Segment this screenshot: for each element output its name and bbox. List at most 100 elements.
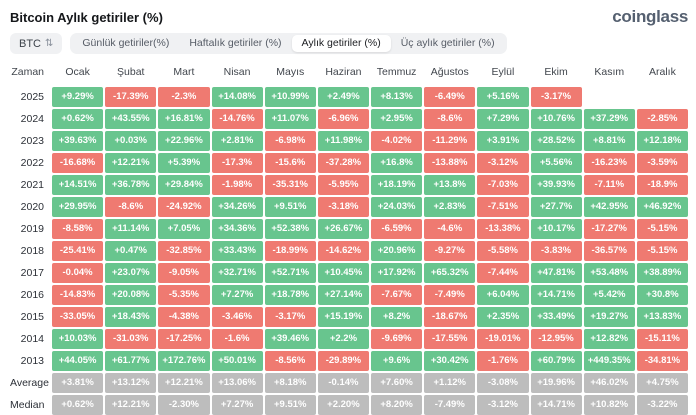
return-cell: -35.31%: [264, 175, 316, 195]
return-cell: +0.62%: [52, 395, 104, 415]
return-cell: -5.95%: [317, 175, 369, 195]
return-cell: -5.15%: [636, 241, 688, 261]
return-cell: +12.82%: [583, 329, 635, 349]
return-cell: +7.60%: [371, 373, 423, 393]
row-label: 2021: [20, 179, 44, 191]
row-label: 2019: [20, 223, 44, 235]
return-cell: +38.89%: [636, 263, 688, 283]
return-cell: -5.58%: [477, 241, 529, 261]
return-cell: -8.58%: [52, 219, 104, 239]
month-header: Eylül: [491, 66, 515, 78]
return-cell: +46.92%: [636, 197, 688, 217]
return-cell: +12.21%: [105, 153, 157, 173]
return-cell: +10.76%: [530, 109, 582, 129]
month-header: Ocak: [65, 66, 90, 78]
return-cell: +23.07%: [105, 263, 157, 283]
return-cell: -3.83%: [530, 241, 582, 261]
return-cell: +12.21%: [105, 395, 157, 415]
return-cell: -1.6%: [211, 329, 263, 349]
tab-1[interactable]: Haftalık getiriler (%): [189, 37, 282, 49]
return-cell: -15.11%: [636, 329, 688, 349]
return-cell: -17.39%: [105, 87, 157, 107]
empty-cell: [584, 87, 635, 107]
row-label: 2016: [20, 289, 44, 301]
row-label: 2013: [20, 355, 44, 367]
return-cell: -11.29%: [424, 131, 476, 151]
return-cell: +13.83%: [636, 307, 688, 327]
return-cell: -7.67%: [371, 285, 423, 305]
return-cell: +11.07%: [264, 109, 316, 129]
return-cell: -3.17%: [264, 307, 316, 327]
row-label: Median: [10, 399, 45, 411]
return-cell: +14.71%: [530, 395, 582, 415]
return-cell: -18.67%: [424, 307, 476, 327]
return-cell: -5.15%: [636, 219, 688, 239]
return-cell: -19.01%: [477, 329, 529, 349]
return-cell: -1.76%: [477, 351, 529, 371]
row-label: 2022: [20, 157, 44, 169]
return-cell: +22.96%: [158, 131, 210, 151]
row-label: 2014: [20, 333, 44, 345]
month-header: Kasım: [594, 66, 625, 78]
return-cell: +32.71%: [211, 263, 263, 283]
tab-0[interactable]: Günlük getiriler(%): [82, 37, 170, 49]
return-cell: +27.7%: [530, 197, 582, 217]
return-cell: -0.04%: [52, 263, 104, 283]
row-label: 2024: [20, 113, 44, 125]
return-cell: -15.6%: [264, 153, 316, 173]
tab-2[interactable]: Aylık getiriler (%): [291, 35, 391, 52]
return-cell: -17.27%: [583, 219, 635, 239]
month-header: Aralık: [648, 66, 676, 78]
return-cell: +0.03%: [105, 131, 157, 151]
return-cell: -6.49%: [424, 87, 476, 107]
return-cell: -14.76%: [211, 109, 263, 129]
return-cell: -7.49%: [424, 285, 476, 305]
return-cell: +43.55%: [105, 109, 157, 129]
time-column-header: Zaman: [11, 66, 44, 78]
return-cell: -6.98%: [264, 131, 316, 151]
return-cell: +2.49%: [317, 87, 369, 107]
return-cell: -0.14%: [317, 373, 369, 393]
return-cell: -16.68%: [52, 153, 104, 173]
return-cell: +3.91%: [477, 131, 529, 151]
return-cell: +15.19%: [317, 307, 369, 327]
return-cell: +29.95%: [52, 197, 104, 217]
tab-bar: Günlük getiriler(%) Haftalık getiriler (%…: [70, 33, 507, 54]
return-cell: -8.56%: [264, 351, 316, 371]
return-cell: +12.18%: [636, 131, 688, 151]
return-cell: +449.35%: [583, 351, 635, 371]
return-cell: +11.14%: [105, 219, 157, 239]
return-cell: +18.78%: [264, 285, 316, 305]
return-cell: -31.03%: [105, 329, 157, 349]
tab-3[interactable]: Üç aylık getiriler (%): [400, 37, 495, 49]
return-cell: +2.81%: [211, 131, 263, 151]
return-cell: +16.81%: [158, 109, 210, 129]
return-cell: +12.21%: [158, 373, 210, 393]
return-cell: +0.62%: [52, 109, 104, 129]
return-cell: +5.56%: [530, 153, 582, 173]
return-cell: +5.42%: [583, 285, 635, 305]
return-cell: -3.59%: [636, 153, 688, 173]
row-label: 2015: [20, 311, 44, 323]
return-cell: +37.29%: [583, 109, 635, 129]
return-cell: +4.75%: [636, 373, 688, 393]
return-cell: +10.17%: [530, 219, 582, 239]
return-cell: +8.18%: [264, 373, 316, 393]
return-cell: +30.42%: [424, 351, 476, 371]
row-label: Average: [10, 377, 49, 389]
return-cell: +2.95%: [371, 109, 423, 129]
return-cell: +0.47%: [105, 241, 157, 261]
return-cell: +9.51%: [264, 197, 316, 217]
return-cell: -4.38%: [158, 307, 210, 327]
return-cell: -17.3%: [211, 153, 263, 173]
return-cell: -8.6%: [105, 197, 157, 217]
return-cell: +16.8%: [371, 153, 423, 173]
symbol-selector[interactable]: BTC ⇅: [10, 33, 63, 54]
return-cell: +2.83%: [424, 197, 476, 217]
return-cell: +24.03%: [371, 197, 423, 217]
return-cell: -7.49%: [424, 395, 476, 415]
return-cell: +42.95%: [583, 197, 635, 217]
return-cell: -18.9%: [636, 175, 688, 195]
return-cell: +13.12%: [105, 373, 157, 393]
returns-table: Zaman Ocak Şubat Mart Nisan Mayıs Haziran Temmu…: [10, 61, 688, 415]
